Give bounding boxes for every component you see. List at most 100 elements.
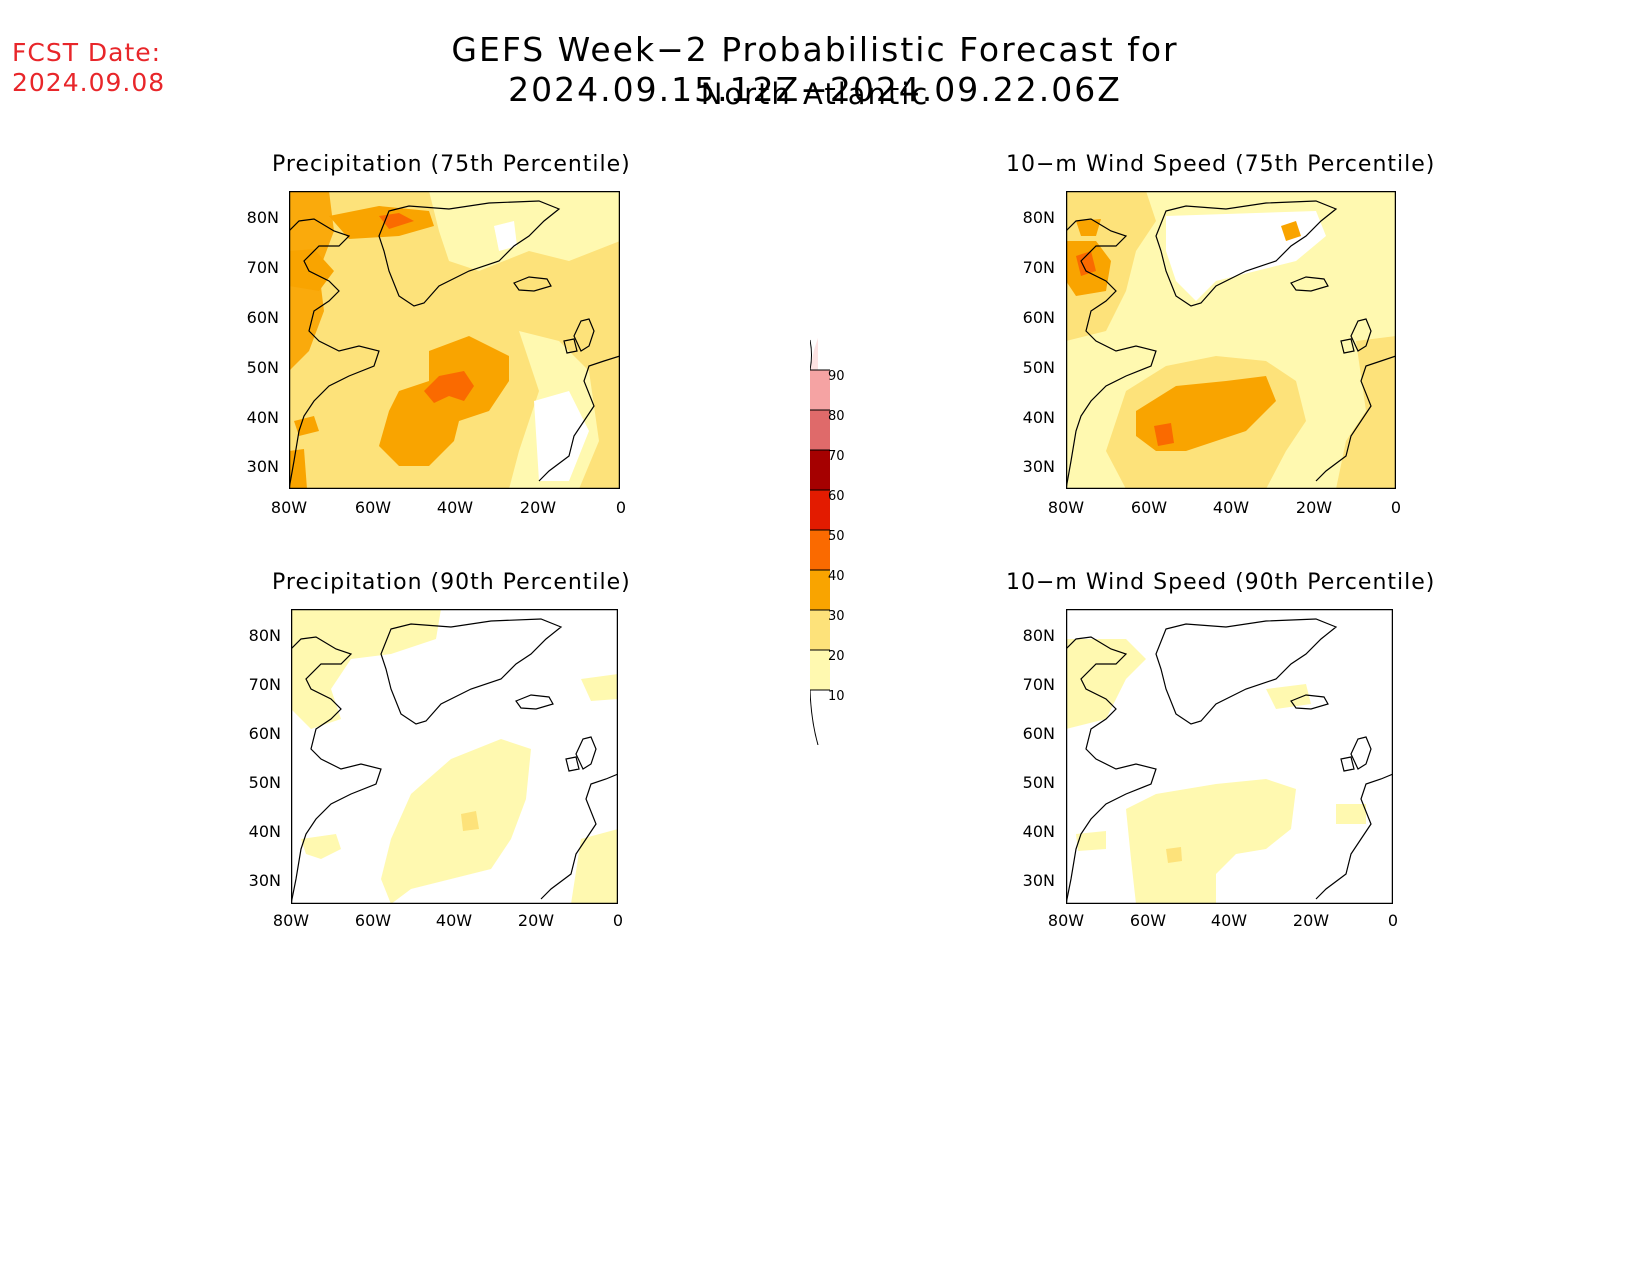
- colorbar-top-cap: [810, 338, 818, 370]
- contour-40-50-atlantic: [424, 371, 474, 403]
- page-title: GEFS Week−2 Probabilistic Forecast for 2…: [451, 30, 1179, 109]
- lon-label: 20W: [517, 911, 555, 930]
- panel-title-precip-75: Precipitation (75th Percentile): [272, 152, 631, 177]
- iberia-africa-coast: [540, 773, 618, 900]
- contour-10-20-north: [429, 191, 620, 271]
- colorbar-label: 60: [828, 489, 845, 504]
- contour-40-50-labrador: [1076, 251, 1096, 276]
- greenland-coast: [1155, 200, 1338, 307]
- lat-label: 70N: [246, 258, 279, 277]
- lon-label: 40W: [1210, 911, 1248, 930]
- contour-10-20-atlantic: [1126, 779, 1296, 904]
- contour-30-40-greenland: [1281, 221, 1301, 241]
- lat-label: 50N: [248, 773, 281, 792]
- contour-30-40-atlantic: [379, 336, 509, 466]
- lat-label: 70N: [1022, 258, 1055, 277]
- map-wind-90: [1066, 609, 1393, 904]
- lat-label: 60N: [248, 724, 281, 743]
- colorbar-bin-30-40: [810, 570, 830, 610]
- colorbar-bin-80-90: [810, 370, 830, 410]
- forecast-date-label: FCST Date:: [12, 38, 162, 67]
- colorbar-bin-70-80: [810, 410, 830, 450]
- panel-title-wind-75: 10−m Wind Speed (75th Percentile): [1006, 152, 1436, 177]
- contour-40-50-north: [379, 213, 414, 229]
- lon-label: 20W: [1295, 498, 1333, 517]
- british-isles-coast: [563, 318, 595, 354]
- lat-label: 60N: [1022, 724, 1055, 743]
- colorbar-bin-40-50: [810, 530, 830, 570]
- lon-label: 0: [615, 498, 627, 517]
- iceland-coast: [1290, 694, 1329, 710]
- map-precip-75: [289, 191, 620, 489]
- greenland-coast: [1155, 618, 1338, 725]
- greenland-coast: [378, 200, 561, 307]
- contour-40-50-atlantic: [1154, 423, 1174, 446]
- panel-title-wind-90: 10−m Wind Speed (90th Percentile): [1006, 570, 1436, 595]
- lat-label: 80N: [1022, 208, 1055, 227]
- colorbar-bin-60-70: [810, 450, 830, 490]
- lat-label: 30N: [246, 457, 279, 476]
- greenland-coast: [380, 618, 563, 725]
- british-isles-coast: [1340, 318, 1372, 354]
- contour-30-40-north: [329, 206, 434, 239]
- lat-label: 40N: [246, 408, 279, 427]
- map-frame: [289, 191, 620, 489]
- lat-label: 30N: [248, 871, 281, 890]
- lat-label: 80N: [1022, 626, 1055, 645]
- iberia-africa-coast: [1315, 355, 1396, 482]
- lat-label: 40N: [1022, 408, 1055, 427]
- contour-10-20-coast: [1076, 831, 1106, 851]
- lat-label: 60N: [246, 308, 279, 327]
- iceland-coast: [1290, 276, 1329, 292]
- contour-10-20-labrador: [1066, 639, 1146, 729]
- iberia-africa-coast: [1315, 773, 1393, 900]
- iceland-coast: [515, 694, 554, 710]
- coastlines: [1066, 618, 1393, 904]
- colorbar-label: 40: [828, 569, 845, 584]
- iceland-coast: [513, 276, 552, 292]
- lat-label: 50N: [246, 358, 279, 377]
- lat-label: 30N: [1022, 871, 1055, 890]
- lat-label: 60N: [1022, 308, 1055, 327]
- region-subtitle: North Atlantic: [700, 77, 930, 111]
- lon-label: 60W: [354, 911, 392, 930]
- lon-label: 80W: [1047, 498, 1085, 517]
- lon-label: 0: [1387, 911, 1399, 930]
- lon-label: 80W: [272, 911, 310, 930]
- contour-10-20-iceland: [1266, 684, 1311, 709]
- lat-label: 80N: [246, 208, 279, 227]
- lat-label: 70N: [1022, 675, 1055, 694]
- contour-10-20-east: [1336, 804, 1366, 824]
- colorbar-label: 20: [828, 649, 845, 664]
- coastlines: [1066, 200, 1396, 489]
- coastlines: [289, 200, 620, 489]
- lat-label: 70N: [248, 675, 281, 694]
- north-america-coast: [1066, 636, 1157, 904]
- lat-label: 50N: [1022, 773, 1055, 792]
- lat-label: 80N: [248, 626, 281, 645]
- lon-label: 80W: [1047, 911, 1085, 930]
- colorbar-label: 10: [828, 689, 845, 704]
- north-america-coast: [1066, 218, 1157, 489]
- contour-10-20-northeast: [581, 674, 618, 701]
- north-america-coast: [289, 218, 380, 489]
- contour-30-40-baffin: [1076, 219, 1101, 236]
- contour-30-40-labrador: [289, 249, 334, 291]
- colorbar-label: 30: [828, 609, 845, 624]
- lon-label: 20W: [519, 498, 557, 517]
- colorbar-label: 50: [828, 529, 845, 544]
- contour-10-20-spot: [301, 834, 341, 859]
- map-wind-75: [1066, 191, 1396, 489]
- contour-20-30-spot: [1166, 847, 1182, 863]
- contour-10-20-atlantic: [381, 739, 531, 904]
- lon-label: 60W: [1130, 498, 1168, 517]
- iberia-africa-coast: [538, 355, 620, 482]
- lon-label: 0: [1390, 498, 1402, 517]
- lon-label: 60W: [354, 498, 392, 517]
- contour-20-30-spot: [461, 811, 479, 831]
- lat-label: 50N: [1022, 358, 1055, 377]
- lon-label: 0: [612, 911, 624, 930]
- british-isles-coast: [1340, 736, 1372, 772]
- contour-10-20-east: [571, 829, 618, 904]
- map-frame: [1066, 191, 1396, 489]
